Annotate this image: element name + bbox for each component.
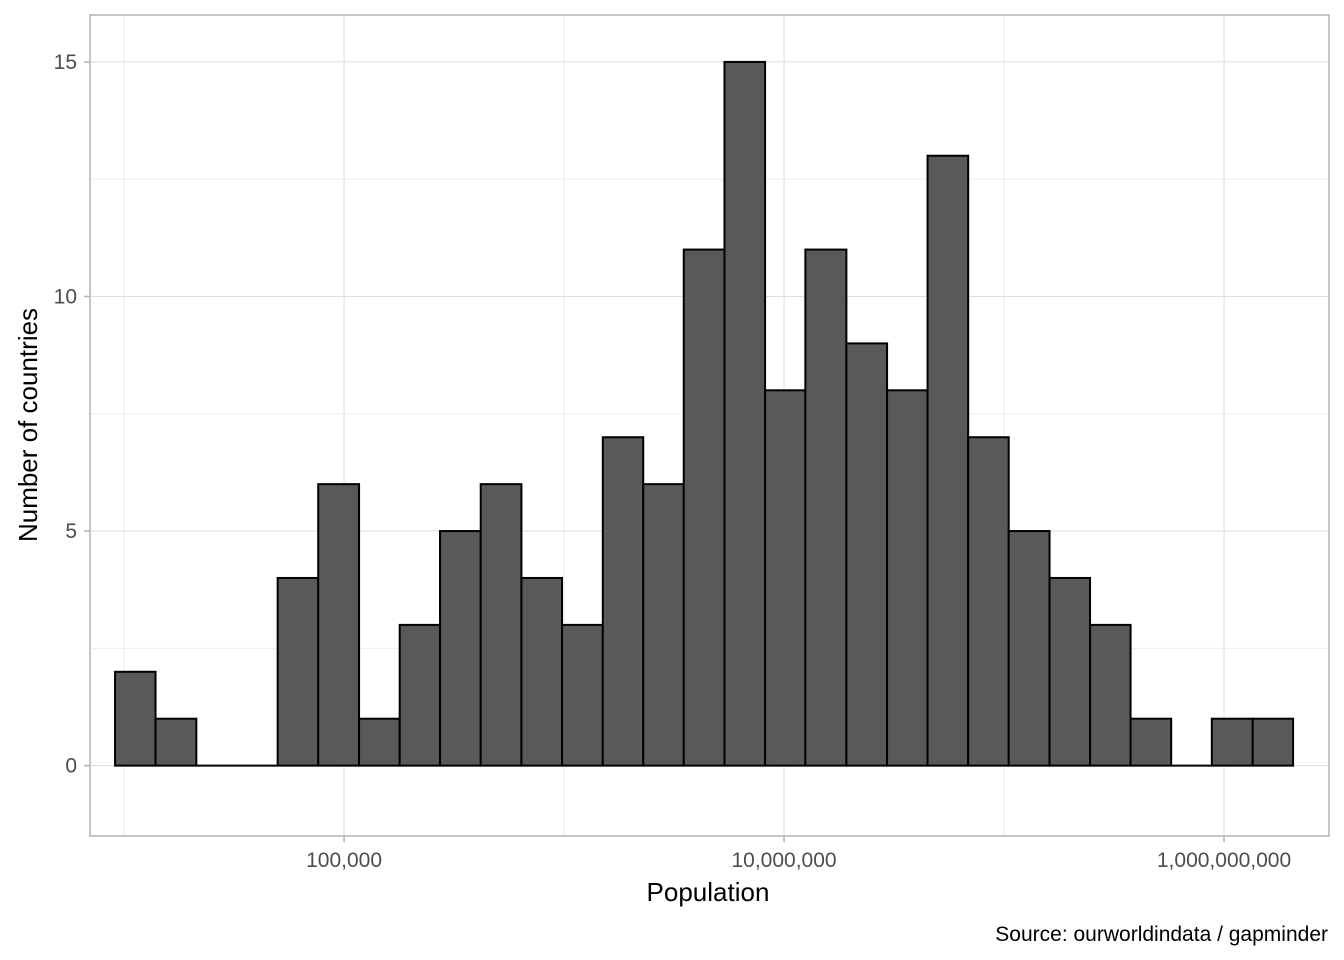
histogram-bar	[1007, 530, 1051, 767]
histogram-bar	[1048, 576, 1092, 767]
y-tick-label: 0	[65, 755, 77, 778]
histogram-bar	[1129, 717, 1173, 767]
histogram-bar	[561, 623, 604, 767]
histogram-bar	[967, 436, 1010, 767]
histogram-bar	[520, 576, 564, 767]
x-axis-title: Population	[647, 877, 770, 907]
histogram-bar	[1089, 623, 1132, 767]
histogram-bar	[682, 248, 726, 767]
x-tick-label: 1,000,000,000	[1157, 849, 1291, 872]
histogram-bar	[439, 530, 482, 767]
histogram-bar	[276, 576, 320, 767]
histogram-bar	[642, 483, 685, 767]
y-tick-label: 15	[54, 51, 77, 74]
histogram-bar	[764, 389, 807, 767]
histogram-bar	[317, 483, 361, 767]
histogram-bar	[845, 342, 889, 767]
histogram-bar	[114, 670, 157, 767]
y-tick-label: 10	[54, 285, 77, 308]
y-tick-label: 5	[65, 520, 77, 543]
x-tick-label: 100,000	[306, 849, 382, 872]
source-caption: Source: ourworldindata / gapminder	[995, 923, 1328, 946]
histogram-bar	[1210, 717, 1254, 767]
histogram-bar	[358, 717, 401, 767]
histogram-bar	[479, 483, 523, 767]
x-axis-ticks: 100,000 10,000,000 1,000,000,000	[306, 836, 1291, 872]
histogram-bars	[114, 60, 1295, 767]
histogram-bar	[804, 248, 848, 767]
y-axis-title: Number of countries	[13, 308, 43, 542]
histogram-bar	[398, 623, 442, 767]
histogram-bar	[154, 717, 198, 767]
histogram-bar	[1251, 717, 1295, 767]
panel-border	[89, 14, 1330, 837]
histogram-bar	[926, 154, 970, 767]
histogram-bar	[601, 436, 645, 767]
histogram-bar	[723, 60, 767, 767]
y-axis-ticks: 0 5 10 15	[54, 51, 90, 778]
histogram-bar	[886, 389, 929, 767]
x-tick-label: 10,000,000	[731, 849, 836, 872]
